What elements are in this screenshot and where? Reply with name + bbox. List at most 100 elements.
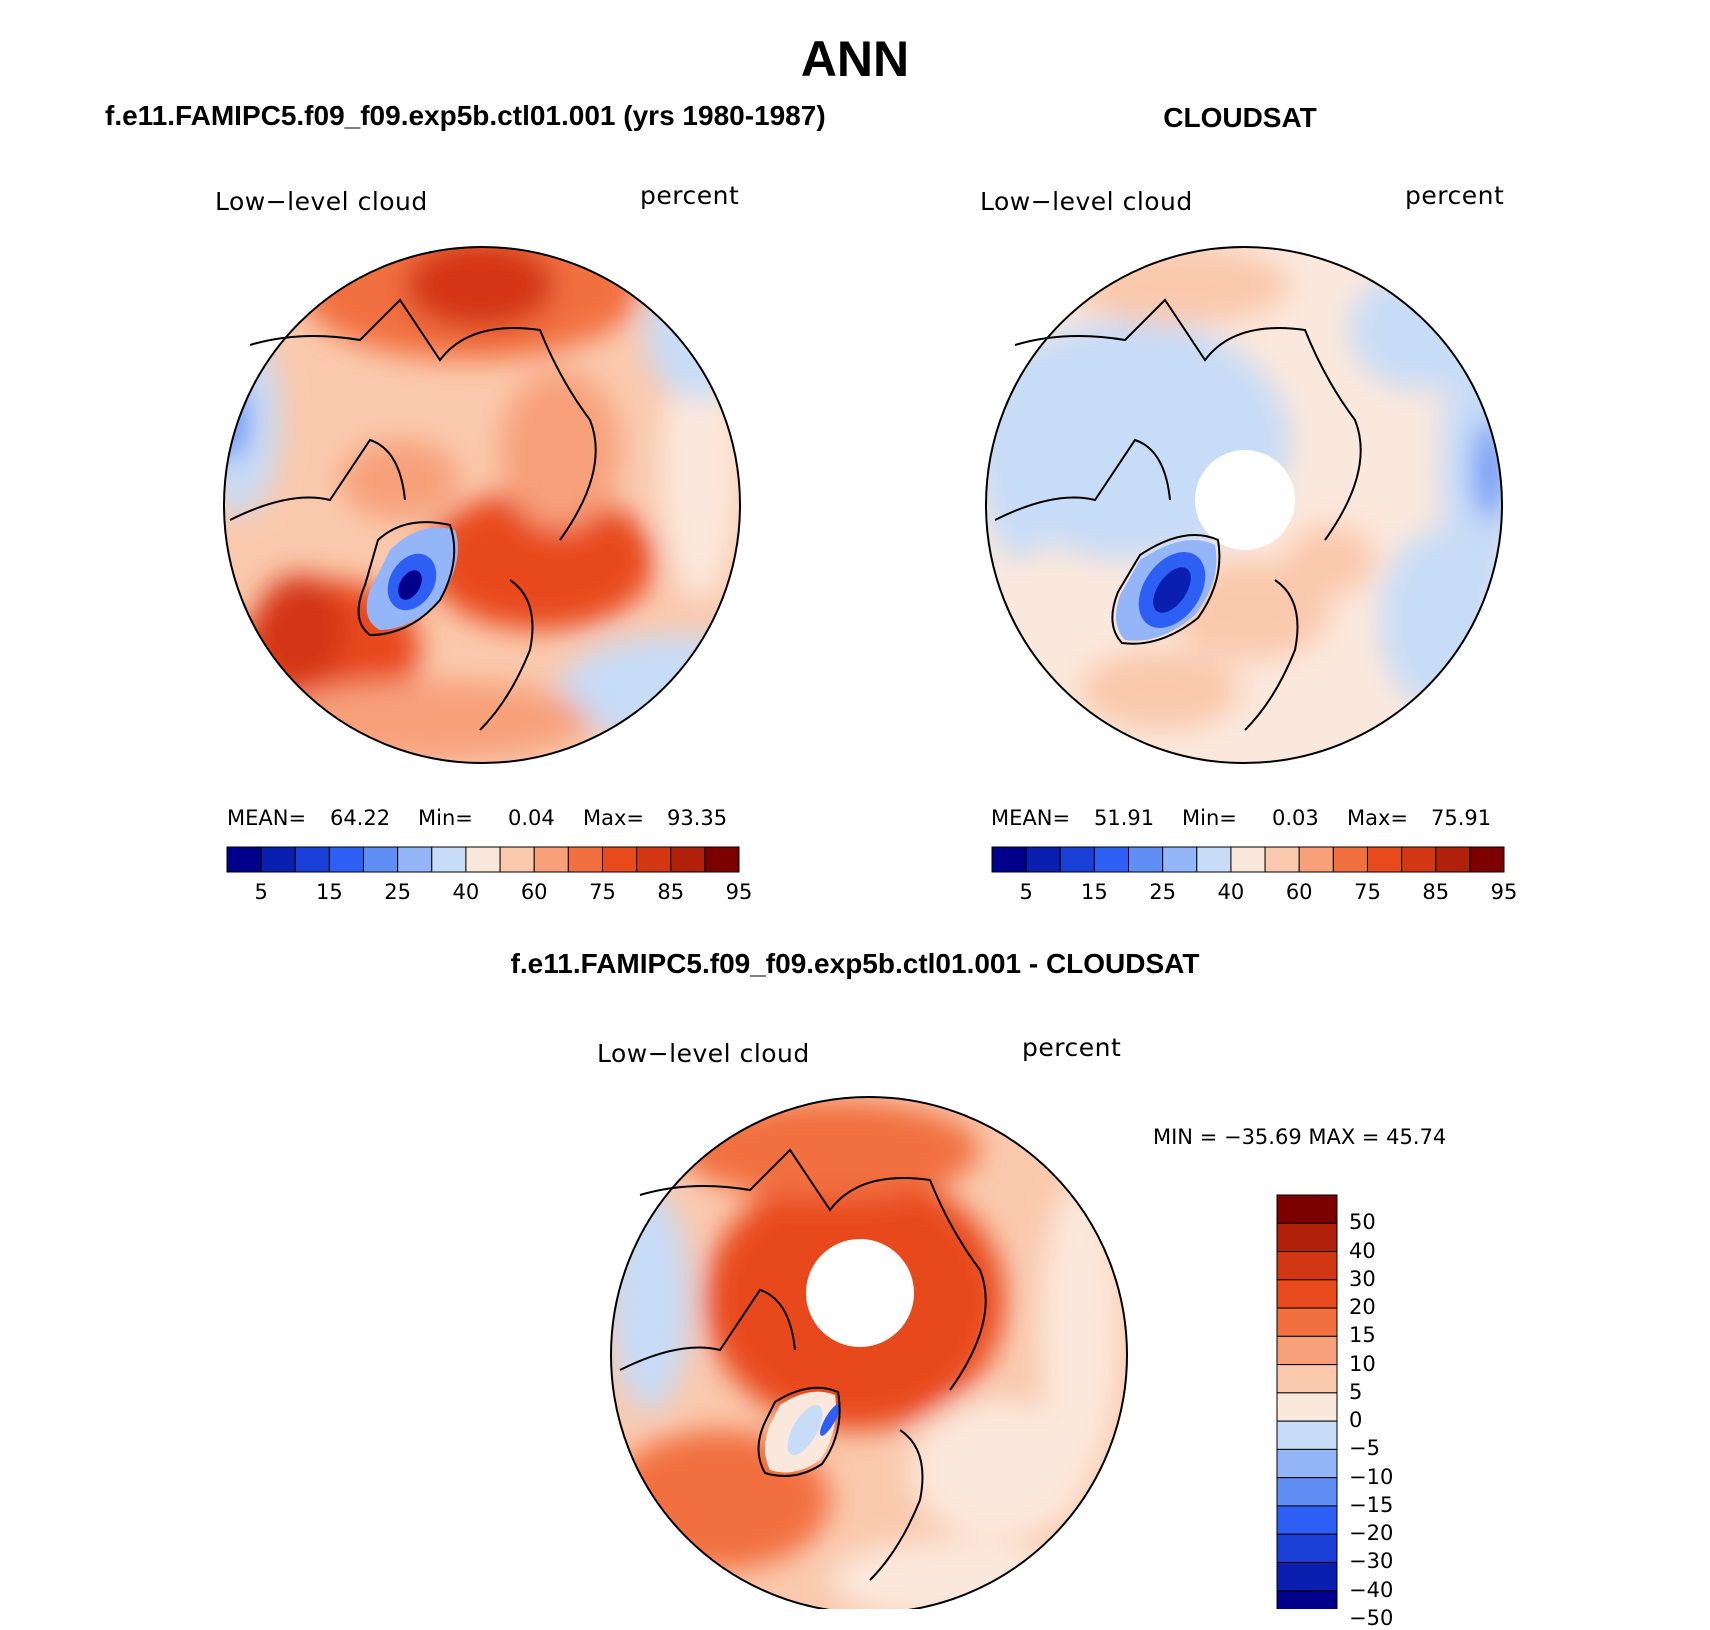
right-europe-coast [1244,579,1299,731]
left-max-value: 93.35 [667,806,728,830]
diff-colorbar-tick: 50 [1349,1210,1376,1235]
left-min-value: 0.04 [508,806,555,830]
left-map-border [223,246,741,764]
right-america-coast [994,438,1171,521]
left-mean-label: MEAN= [227,806,307,830]
left-colorbar-tick: 60 [520,880,548,904]
left-colorbar-box [328,846,365,873]
diff-colorbar-box [1276,1307,1338,1337]
diff-colorbar [1276,1194,1338,1609]
diff-colorbar-box [1276,1194,1338,1224]
left-colorbar-box [363,846,399,873]
diff-colorbar-tick: −40 [1349,1577,1394,1602]
diff-units-label: percent [1022,1033,1122,1062]
right-variable-label: Low−level cloud [980,187,1193,216]
diff-colorbar-tick: −20 [1349,1521,1394,1546]
diff-colorbar-box [1276,1251,1338,1281]
left-europe-coast [479,579,534,731]
right-units-label: percent [1405,181,1505,210]
diff-greenland-coast [757,1386,841,1477]
diff-colorbar-box [1276,1477,1338,1507]
diff-colorbar-box [1276,1590,1338,1609]
right-colorbar-box [1230,846,1266,873]
diff-colorbar-tick: 30 [1349,1266,1376,1291]
left-asia-coast [249,298,597,541]
left-colorbar-tick: 15 [316,880,343,904]
left-colorbar-tick: 85 [657,880,685,904]
left-mean-value: 64.22 [330,806,391,830]
diff-colorbar-box [1276,1505,1338,1535]
right-colorbar-tick: 95 [1490,880,1518,904]
page-title: ANN [800,31,910,87]
diff-colorbar-box [1276,1335,1338,1366]
diff-colorbar-box [1276,1561,1338,1592]
right-colorbar-box [1162,846,1198,873]
diff-colorbar-tick: 40 [1349,1238,1376,1263]
left-map [224,247,740,763]
left-colorbar-box [670,846,706,873]
left-min-label: Min= [418,806,473,830]
diff-colorbar-box [1276,1533,1338,1563]
right-colorbar-box [1264,846,1300,873]
right-map-border [985,246,1503,764]
diff-america-coast [619,1288,796,1371]
diff-colorbar-tick: 5 [1349,1379,1363,1404]
left-colorbar-tick: 95 [725,880,753,904]
diff-panel-title: f.e11.FAMIPC5.f09_f09.exp5b.ctl01.001 - … [510,948,1200,979]
right-colorbar-box [1298,846,1334,873]
right-max-label: Max= [1347,806,1409,830]
left-colorbar-box [465,846,501,873]
diff-asia-coast [639,1148,987,1391]
left-greenland-coast [357,521,456,637]
diff-colorbar-box [1276,1364,1338,1394]
left-colorbar-box [294,846,330,873]
diff-colorbar-tick: −5 [1349,1436,1380,1461]
left-colorbar-tick: 40 [452,880,480,904]
right-colorbar-box [1332,846,1368,873]
right-colorbar [991,846,1505,873]
left-colorbar [226,846,740,873]
diff-colorbar-tick: 10 [1349,1351,1376,1376]
right-colorbar-tick: 60 [1285,880,1313,904]
left-colorbar-tick: 5 [254,880,268,904]
right-greenland-coast [1111,534,1221,645]
right-colorbar-box [1059,846,1095,873]
diff-colorbar-tick: −30 [1349,1549,1394,1574]
right-panel-title: CLOUDSAT [1163,102,1317,133]
diff-colorbar-box [1276,1222,1338,1253]
diff-colorbar-tick: −15 [1349,1492,1394,1517]
map-outlines [223,246,1503,1609]
left-america-coast [229,438,406,521]
left-colorbar-tick: 25 [384,880,412,904]
left-colorbar-tick: 75 [589,880,616,904]
right-colorbar-box [991,846,1027,873]
diff-variable-label: Low−level cloud [597,1039,810,1068]
right-asia-coast [1014,298,1362,541]
left-colorbar-box [636,846,672,873]
right-colorbar-tick: 40 [1217,880,1245,904]
right-colorbar-tick: 75 [1354,880,1381,904]
right-mean-label: MEAN= [991,806,1071,830]
diff-colorbar-box [1276,1392,1338,1422]
left-colorbar-box [567,846,603,873]
right-colorbar-box [1128,846,1164,873]
right-max-value: 75.91 [1431,806,1492,830]
left-units-label: percent [640,181,740,210]
left-max-label: Max= [583,806,645,830]
left-colorbar-box [397,846,433,873]
right-colorbar-box [1469,846,1505,873]
diff-map-border [610,1096,1128,1609]
diff-colorbar-box [1276,1279,1338,1309]
right-min-label: Min= [1182,806,1237,830]
diff-colorbar-tick: −10 [1349,1464,1394,1489]
right-colorbar-tick: 5 [1019,880,1033,904]
right-min-value: 0.03 [1272,806,1319,830]
right-map [986,247,1502,763]
diff-minmax: MIN = −35.69 MAX = 45.74 [1153,1125,1447,1149]
coastlines [229,298,1362,1581]
right-colorbar-box [1366,846,1403,873]
diff-colorbar-tick: 0 [1349,1408,1363,1433]
right-mean-value: 51.91 [1094,806,1155,830]
right-colorbar-box [1401,846,1437,873]
diff-europe-coast [869,1429,924,1581]
